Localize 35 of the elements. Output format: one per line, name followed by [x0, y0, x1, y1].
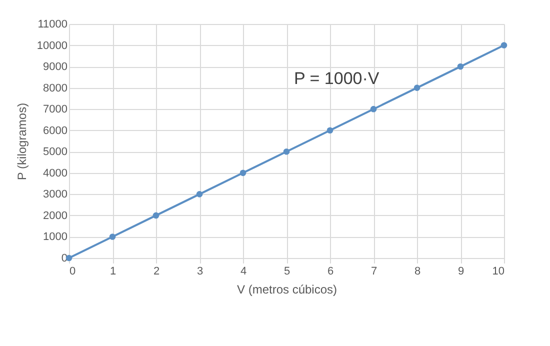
x-tick-label: 3 — [196, 266, 204, 278]
x-tick-label: 7 — [370, 266, 378, 278]
point — [109, 234, 116, 240]
x-tick-label: 5 — [284, 266, 290, 278]
point — [283, 148, 290, 155]
y-tick-label: 9000 — [43, 61, 68, 74]
y-tick-label: 7000 — [43, 104, 68, 116]
y-tick-label: 4000 — [43, 167, 68, 180]
y-tick-label: 2000 — [43, 210, 68, 222]
y-tick-label: 10000 — [36, 40, 68, 52]
point — [500, 42, 508, 48]
x-tick-label: 1 — [110, 266, 116, 278]
y-axis-title: P (kilogramos) — [14, 102, 29, 180]
x-axis-title: V (metros cúbicos) — [236, 282, 338, 296]
point — [414, 84, 420, 91]
point — [370, 106, 377, 112]
x-tick-label: 4 — [240, 266, 247, 278]
y-tick-label: 5000 — [43, 146, 68, 158]
y-tick-label: 11000 — [38, 18, 68, 30]
x-tick-label: 2 — [153, 266, 160, 278]
point — [240, 170, 246, 176]
point — [196, 191, 203, 198]
x-tick-label: 8 — [414, 266, 421, 278]
y-tick-label: 3000 — [43, 188, 68, 201]
annotation: P = 1000·V — [294, 69, 380, 88]
y-tick-label: 8000 — [43, 82, 68, 94]
x-tick-label: 0 — [70, 266, 76, 278]
point — [326, 127, 334, 134]
point — [457, 63, 464, 70]
x-tick-label: 6 — [327, 266, 334, 278]
y-tick-label: 1000 — [43, 231, 68, 244]
y-tick-label: 6000 — [43, 124, 68, 137]
point — [152, 212, 160, 219]
x-tick-label: 9 — [458, 266, 464, 278]
x-tick-label: 10 — [492, 266, 504, 278]
